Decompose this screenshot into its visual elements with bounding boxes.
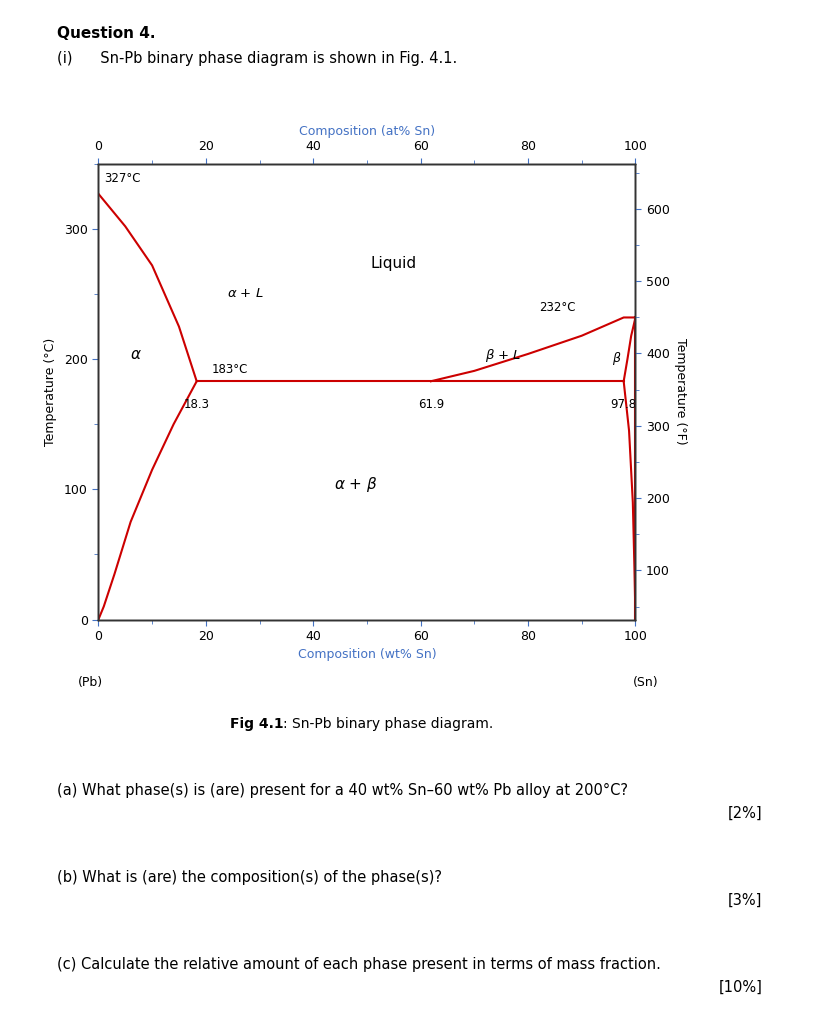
Text: 18.3: 18.3 [183,398,210,412]
Text: (Pb): (Pb) [78,676,102,689]
Text: $\alpha$ + $\beta$: $\alpha$ + $\beta$ [334,475,378,495]
Text: 61.9: 61.9 [417,398,443,412]
Text: [10%]: [10%] [717,980,762,995]
Text: Fig 4.1: Fig 4.1 [229,717,283,731]
Text: $\beta$ + $L$: $\beta$ + $L$ [485,347,521,365]
Text: 183°C: 183°C [211,364,247,376]
Text: 327°C: 327°C [104,172,140,184]
Text: (b) What is (are) the composition(s) of the phase(s)?: (b) What is (are) the composition(s) of … [57,870,442,886]
Text: (c) Calculate the relative amount of each phase present in terms of mass fractio: (c) Calculate the relative amount of eac… [57,957,660,973]
Text: 232°C: 232°C [538,301,575,313]
Y-axis label: Temperature (°F): Temperature (°F) [672,338,686,445]
Text: [2%]: [2%] [727,806,762,821]
Text: 97.8: 97.8 [610,398,636,412]
Text: $\alpha$: $\alpha$ [130,347,142,362]
Text: (i)      Sn-Pb binary phase diagram is shown in Fig. 4.1.: (i) Sn-Pb binary phase diagram is shown … [57,51,457,67]
X-axis label: Composition (wt% Sn): Composition (wt% Sn) [297,648,436,662]
Y-axis label: Temperature (°C): Temperature (°C) [44,338,57,445]
Text: (a) What phase(s) is (are) present for a 40 wt% Sn–60 wt% Pb alloy at 200°C?: (a) What phase(s) is (are) present for a… [57,783,627,799]
Text: $\alpha$ + $L$: $\alpha$ + $L$ [227,287,264,300]
Text: $\beta$: $\beta$ [611,350,621,367]
Text: : Sn-Pb binary phase diagram.: : Sn-Pb binary phase diagram. [283,717,492,731]
X-axis label: Composition (at% Sn): Composition (at% Sn) [298,125,435,138]
Text: [3%]: [3%] [727,893,762,908]
Text: (Sn): (Sn) [631,676,658,689]
Text: Question 4.: Question 4. [57,26,156,41]
Text: Liquid: Liquid [370,256,416,271]
